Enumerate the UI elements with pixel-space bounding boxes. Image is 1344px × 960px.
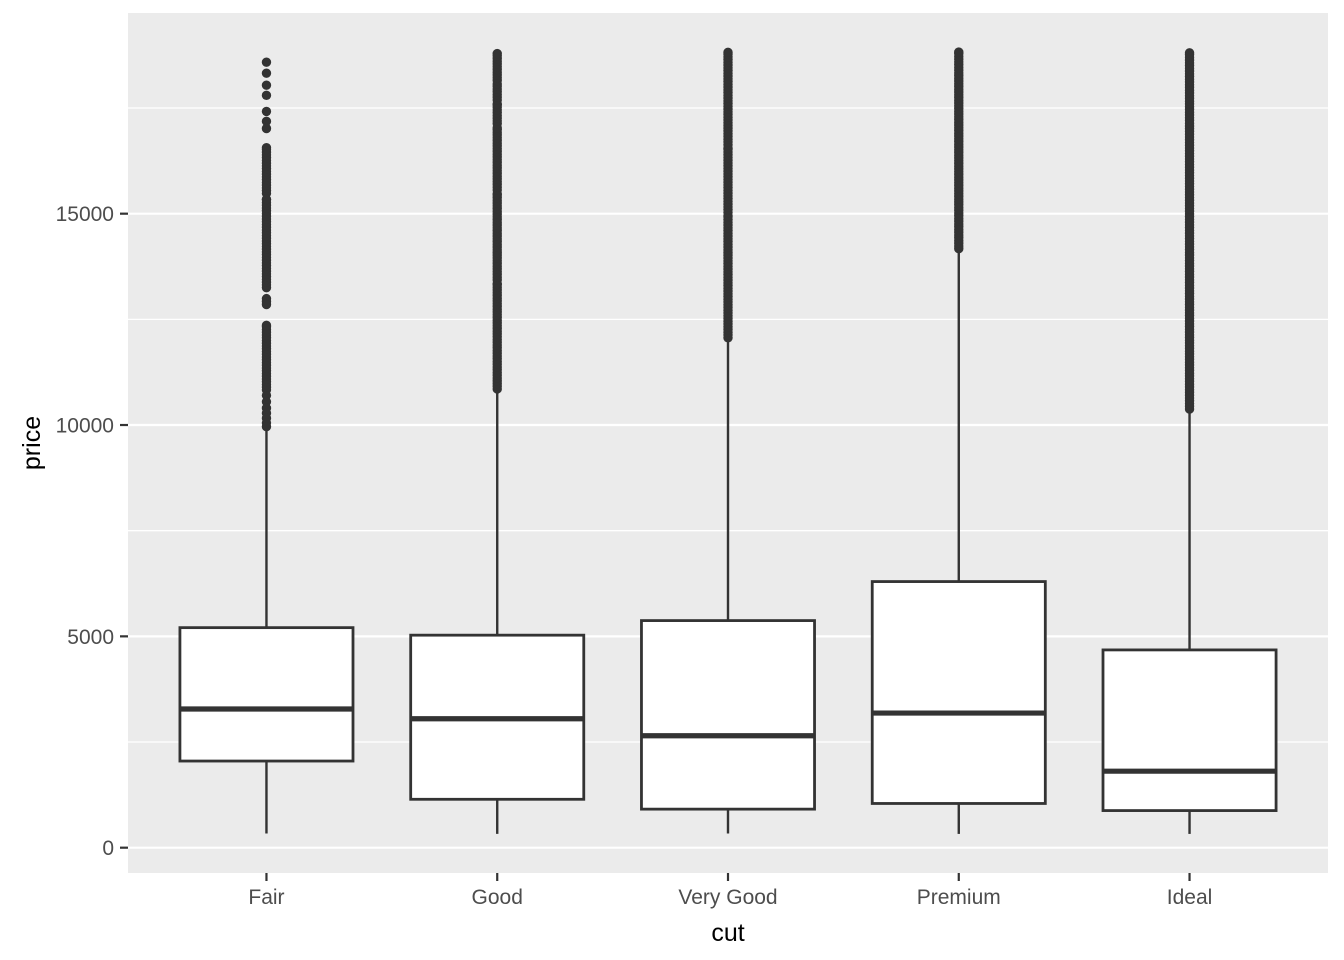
y-tick-label: 15000 xyxy=(56,203,114,226)
y-tick-label: 0 xyxy=(102,837,114,860)
y-axis-title: price xyxy=(18,416,46,470)
boxplot-fair xyxy=(178,57,355,834)
boxplot-good xyxy=(409,48,586,834)
outliers-ideal xyxy=(1184,48,1195,414)
iqr-box xyxy=(640,619,816,811)
x-axis-tick-labels: Fair Good Very Good Premium Ideal xyxy=(248,886,1212,909)
y-tick-label: 5000 xyxy=(67,626,114,649)
axis-ticks xyxy=(120,212,1191,881)
y-axis-tick-labels: 0 5000 10000 15000 xyxy=(56,203,114,860)
outliers-fair xyxy=(261,57,272,432)
boxplot-premium xyxy=(870,47,1047,834)
x-tick-label: Very Good xyxy=(678,886,777,909)
outliers-very-good xyxy=(723,47,733,343)
boxplot-ideal xyxy=(1101,48,1278,834)
x-tick-label: Fair xyxy=(248,886,284,909)
iqr-box xyxy=(178,626,355,763)
x-tick-label: Good xyxy=(472,886,523,909)
x-tick-label: Ideal xyxy=(1167,886,1213,909)
outliers-good xyxy=(492,48,502,394)
iqr-box xyxy=(870,580,1047,805)
boxplot-very-good xyxy=(640,47,816,834)
iqr-box xyxy=(1101,648,1278,812)
outliers-premium xyxy=(954,47,964,254)
x-tick-label: Premium xyxy=(917,886,1001,909)
y-tick-label: 10000 xyxy=(56,415,114,438)
x-axis-title: cut xyxy=(711,919,744,947)
